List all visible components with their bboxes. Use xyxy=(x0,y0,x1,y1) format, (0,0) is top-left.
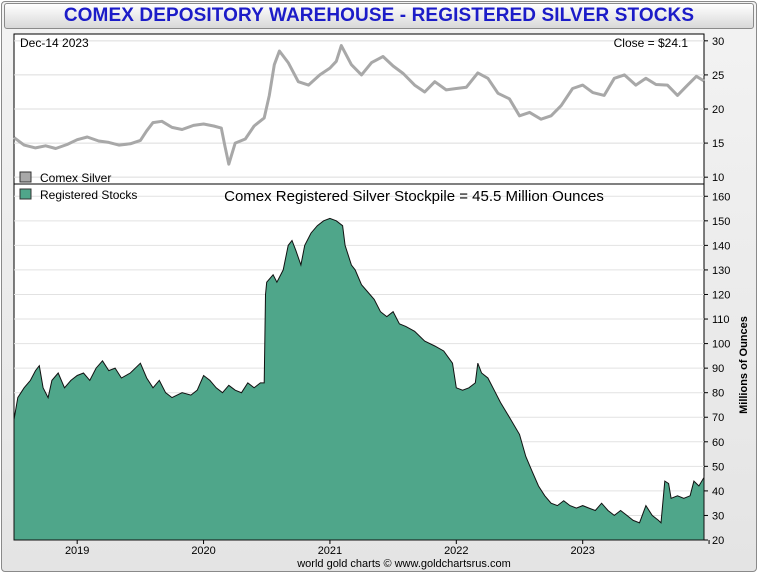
silver-legend-label: Comex Silver xyxy=(40,171,111,185)
silver-y-tick-label: 15 xyxy=(712,138,724,150)
x-axis: 2019 2020 2021 2022 2023 xyxy=(65,540,710,557)
x-tick-label: 2019 xyxy=(65,545,89,557)
silver-y-tick-label: 30 xyxy=(712,36,724,48)
stocks-legend-label: Registered Stocks xyxy=(40,188,137,202)
close-label: Close = $24.1 xyxy=(614,36,689,50)
chart-title: COMEX DEPOSITORY WAREHOUSE - REGISTERED … xyxy=(4,3,754,29)
x-tick-label: 2023 xyxy=(570,545,594,557)
stocks-y-tick-label: 30 xyxy=(712,510,724,522)
silver-y-tick-label: 10 xyxy=(712,172,724,184)
y-axis-title: Millions of Ounces xyxy=(738,316,750,414)
credit-line: world gold charts © www.goldchartsrus.co… xyxy=(296,558,511,570)
stocks-y-tick-label: 70 xyxy=(712,412,724,424)
stocks-y-tick-label: 100 xyxy=(712,339,730,351)
x-tick-label: 2021 xyxy=(318,545,342,557)
registered-stocks-area xyxy=(13,217,705,541)
stocks-y-tick-label: 130 xyxy=(712,265,730,277)
stocks-y-tick-label: 150 xyxy=(712,216,730,228)
stocks-y-tick-label: 120 xyxy=(712,289,730,301)
stocks-y-tick-label: 80 xyxy=(712,388,724,400)
date-label: Dec-14 2023 xyxy=(20,36,89,50)
x-tick-label: 2022 xyxy=(444,545,468,557)
stocks-y-tick-label: 140 xyxy=(712,240,730,252)
stocks-y-tick-label: 20 xyxy=(712,535,724,547)
silver-gridlines xyxy=(14,40,704,178)
silver-y-tick-label: 25 xyxy=(712,70,724,82)
stockpile-subtitle: Comex Registered Silver Stockpile = 45.5… xyxy=(224,188,604,205)
silver-y-axis: 10 15 20 25 30 xyxy=(704,36,724,184)
stocks-y-tick-label: 110 xyxy=(712,314,730,326)
silver-y-tick-label: 20 xyxy=(712,104,724,116)
stocks-y-tick-label: 160 xyxy=(712,191,730,203)
silver-price-line xyxy=(13,44,705,166)
silver-legend-swatch xyxy=(19,171,32,183)
stocks-y-tick-label: 50 xyxy=(712,461,724,473)
stocks-y-tick-label: 40 xyxy=(712,486,724,498)
stocks-y-tick-label: 90 xyxy=(712,363,724,375)
stocks-y-tick-label: 60 xyxy=(712,437,724,449)
x-tick-label: 2020 xyxy=(191,545,215,557)
stocks-legend-swatch xyxy=(19,188,32,200)
stocks-y-axis: 20 30 40 50 60 70 80 90 100 110 120 130 140 150 160 xyxy=(704,191,730,547)
